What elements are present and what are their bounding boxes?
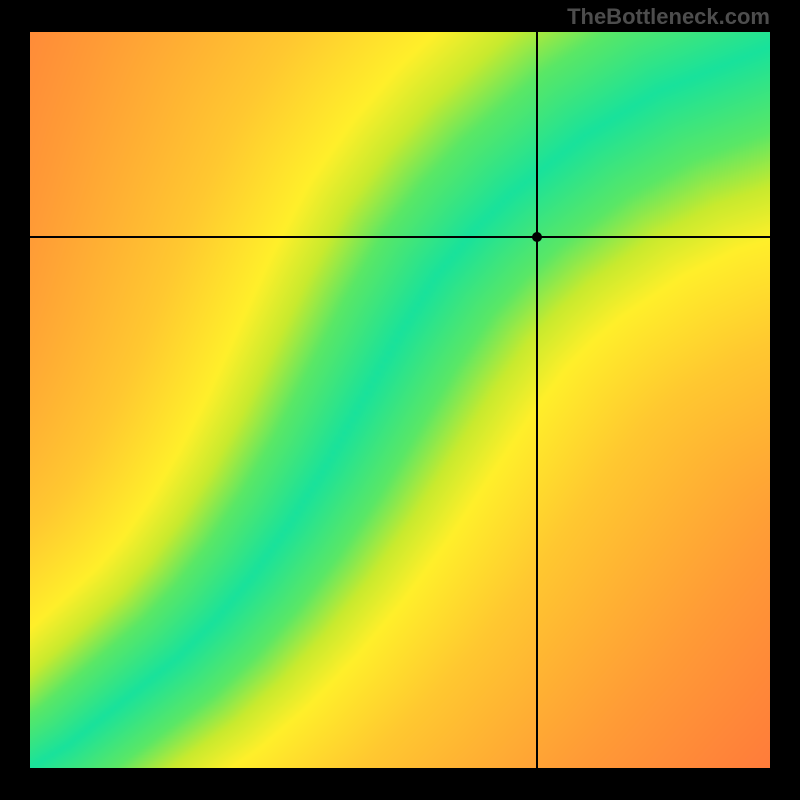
crosshair-horizontal <box>30 236 770 238</box>
crosshair-dot <box>532 232 542 242</box>
plot-area <box>30 32 770 768</box>
crosshair-vertical <box>536 32 538 768</box>
heatmap-canvas <box>30 32 770 768</box>
watermark-text: TheBottleneck.com <box>567 4 770 30</box>
